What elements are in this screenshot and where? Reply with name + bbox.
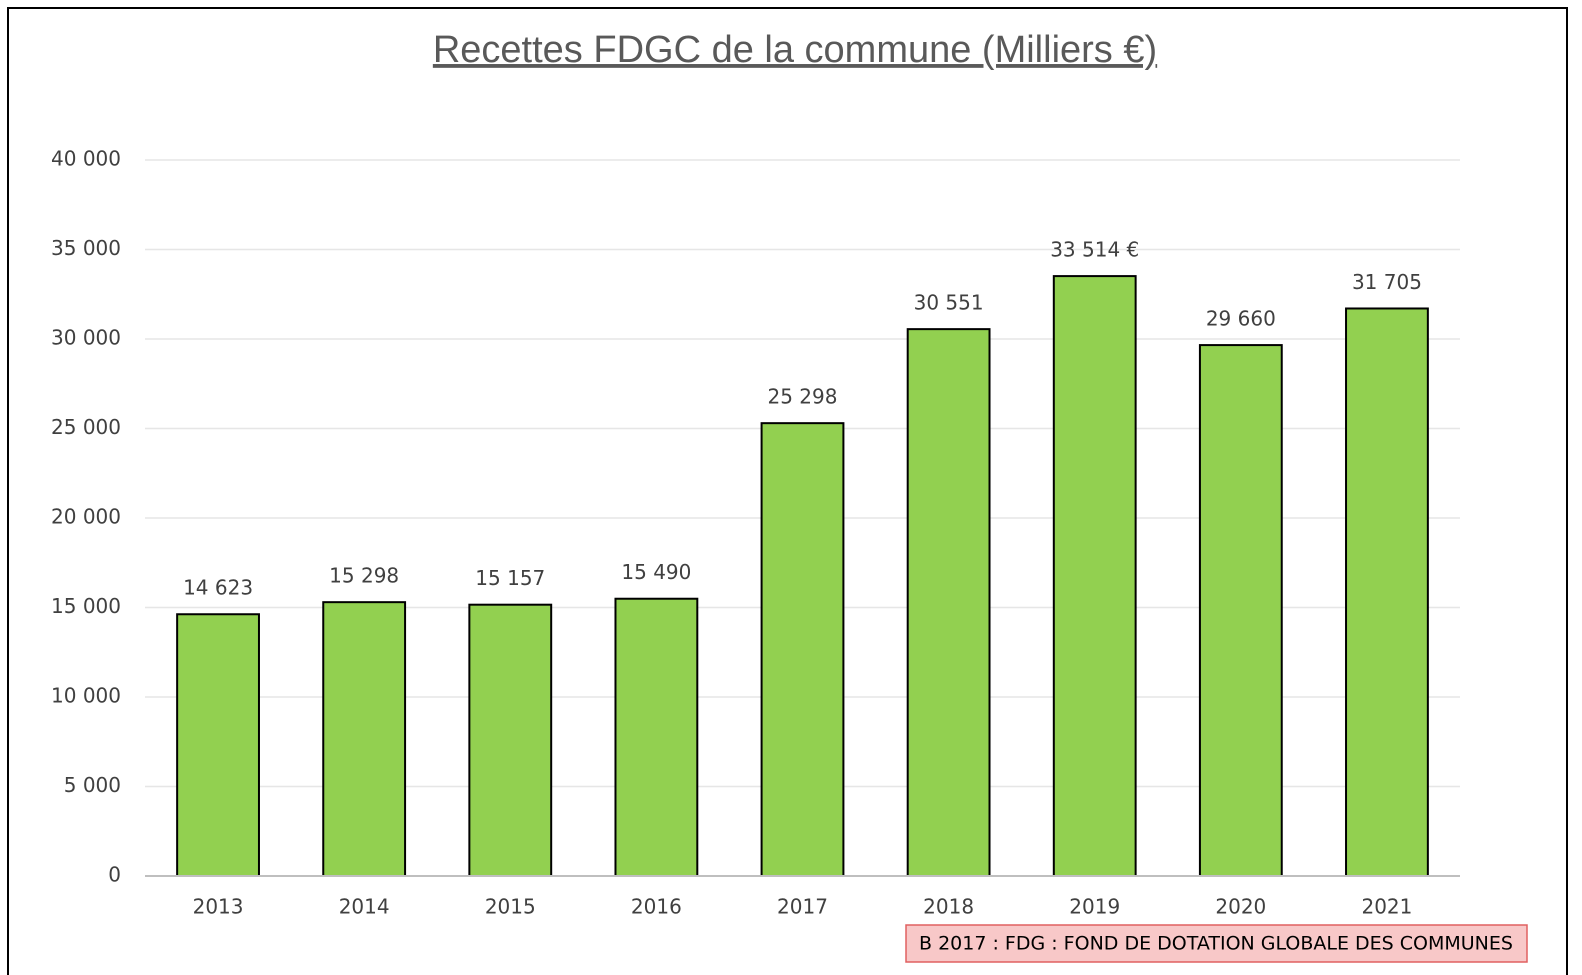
x-tick-label: 2016 xyxy=(631,895,682,919)
bar xyxy=(322,601,407,877)
y-tick-label: 30 000 xyxy=(51,326,121,350)
data-label: 33 514 € xyxy=(1050,238,1139,262)
bar xyxy=(468,603,553,877)
x-tick-label: 2014 xyxy=(339,895,390,919)
annotation-box xyxy=(905,924,1528,963)
x-tick-label: 2013 xyxy=(193,895,244,919)
x-tick-label: 2015 xyxy=(485,895,536,919)
y-tick-label: 0 xyxy=(108,863,121,887)
bar xyxy=(176,613,260,877)
chart-border xyxy=(7,7,1568,975)
y-tick-label: 10 000 xyxy=(51,684,121,708)
y-tick-label: 25 000 xyxy=(51,415,121,439)
data-label: 30 551 xyxy=(914,291,984,315)
annotation: B 2017 : FDG : FOND DE DOTATION GLOBALE … xyxy=(919,933,1513,955)
x-tick-label: 2018 xyxy=(923,895,974,919)
x-tick-label: 2020 xyxy=(1215,895,1266,919)
data-label: 25 298 xyxy=(768,385,838,409)
bar xyxy=(1345,307,1429,877)
data-label: 15 490 xyxy=(621,560,691,584)
bar xyxy=(1052,275,1137,877)
x-tick-label: 2021 xyxy=(1361,895,1412,919)
y-tick-label: 40 000 xyxy=(51,147,121,171)
y-tick-label: 20 000 xyxy=(51,505,121,529)
data-label: 29 660 xyxy=(1206,307,1276,331)
data-label: 15 157 xyxy=(475,566,545,590)
x-tick-label: 2017 xyxy=(777,895,828,919)
y-tick-label: 35 000 xyxy=(51,236,121,260)
data-label: 14 623 xyxy=(183,576,253,600)
bar xyxy=(906,328,991,877)
x-tick-label: 2019 xyxy=(1069,895,1120,919)
bar xyxy=(760,422,845,877)
data-label: 15 298 xyxy=(329,564,399,588)
y-tick-label: 5 000 xyxy=(64,773,121,797)
y-tick-label: 15 000 xyxy=(51,594,121,618)
bar xyxy=(1198,344,1283,877)
chart-title: Recettes FDGC de la commune (Milliers €) xyxy=(433,29,1157,71)
bar xyxy=(614,597,699,877)
data-label: 31 705 xyxy=(1352,270,1422,294)
